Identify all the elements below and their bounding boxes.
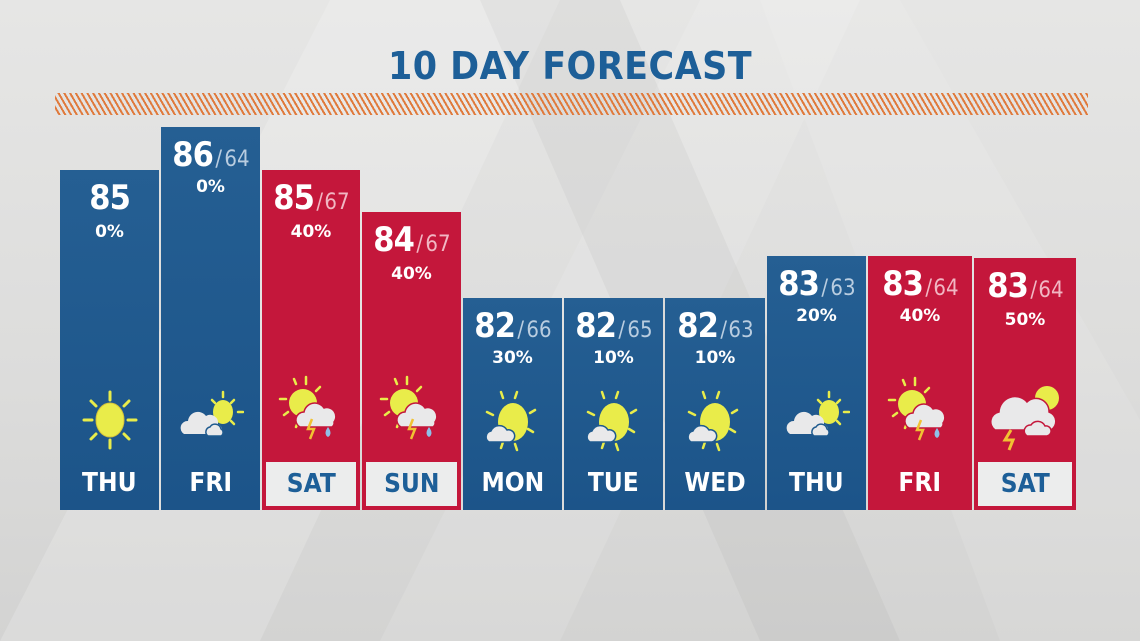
precip-chance: 10% <box>593 348 634 368</box>
mostly-sunny-icon <box>585 390 637 452</box>
partly-cloudy-icon <box>180 390 244 437</box>
temp-separator: / <box>821 276 829 301</box>
high-temp: 82 <box>474 306 516 346</box>
precip-chance: 30% <box>492 348 533 368</box>
temp-separator: / <box>1030 278 1038 303</box>
temp-separator: / <box>720 318 728 343</box>
day-label: FRI <box>898 468 942 498</box>
high-temp: 85 <box>89 178 131 218</box>
day-label: MON <box>481 468 544 498</box>
high-temp: 83 <box>778 264 820 304</box>
low-temp: 64 <box>224 147 250 172</box>
forecast-day-3: 84/67 40% SUN <box>362 212 461 510</box>
precip-chance: 40% <box>391 264 432 284</box>
precip-chance: 40% <box>899 306 941 326</box>
low-temp: 63 <box>830 276 856 301</box>
precip-chance: 40% <box>290 222 332 242</box>
high-temp: 83 <box>881 264 924 304</box>
high-temp: 85 <box>272 178 315 218</box>
forecast-day-0: 85 0% THU <box>60 170 159 510</box>
low-temp: 65 <box>627 318 653 343</box>
sunny-icon <box>82 390 137 450</box>
temp-separator: / <box>618 318 626 343</box>
high-temp: 82 <box>676 306 719 346</box>
low-temp: 67 <box>425 232 451 257</box>
decorative-stripe <box>55 93 1088 115</box>
temp-separator: / <box>215 147 223 172</box>
forecast-day-8: 83/64 40% FRI <box>868 256 972 510</box>
day-label: SAT <box>978 462 1072 506</box>
day-label: SAT <box>266 462 356 506</box>
day-label: FRI <box>189 468 232 498</box>
high-temp: 82 <box>575 306 617 346</box>
sun-thunderstorm-icon <box>887 376 946 441</box>
high-temp: 83 <box>986 266 1029 306</box>
temp-separator: / <box>517 318 525 343</box>
mostly-sunny-icon <box>687 390 739 452</box>
precip-chance: 50% <box>1004 310 1046 330</box>
temp-separator: / <box>416 232 424 257</box>
low-temp: 66 <box>526 318 552 343</box>
cloudy-thunderstorm-icon <box>990 386 1059 451</box>
day-label: TUE <box>588 468 639 498</box>
temp-separator: / <box>316 190 324 215</box>
mostly-sunny-icon <box>484 390 536 452</box>
precip-chance: 0% <box>95 222 124 242</box>
sun-thunderstorm-icon <box>278 375 337 440</box>
low-temp: 64 <box>1038 278 1064 303</box>
low-temp: 63 <box>728 318 754 343</box>
day-label: SUN <box>366 462 457 506</box>
forecast-day-2: 85/67 40% SAT <box>262 170 360 510</box>
partly-cloudy-icon <box>786 390 850 437</box>
low-temp: 64 <box>933 276 959 301</box>
sun-thunderstorm-icon <box>379 375 438 440</box>
forecast-day-9: 83/64 50% SAT <box>974 258 1076 510</box>
high-temp: 86 <box>172 135 214 175</box>
forecast-day-1: 86/64 0% FRI <box>161 127 260 510</box>
high-temp: 84 <box>373 220 415 260</box>
day-label: THU <box>789 468 844 498</box>
day-label: THU <box>82 468 137 498</box>
page-title: 10 DAY FORECAST <box>387 44 753 88</box>
precip-chance: 0% <box>196 177 225 197</box>
temp-separator: / <box>925 276 933 301</box>
day-label: WED <box>684 468 746 498</box>
forecast-day-5: 82/65 10% TUE <box>564 298 663 510</box>
low-temp: 67 <box>324 190 350 215</box>
forecast-day-4: 82/66 30% MON <box>463 298 562 510</box>
forecast-day-7: 83/63 20% THU <box>767 256 866 510</box>
precip-chance: 10% <box>694 348 736 368</box>
forecast-day-6: 82/63 10% WED <box>665 298 765 510</box>
precip-chance: 20% <box>796 306 837 326</box>
